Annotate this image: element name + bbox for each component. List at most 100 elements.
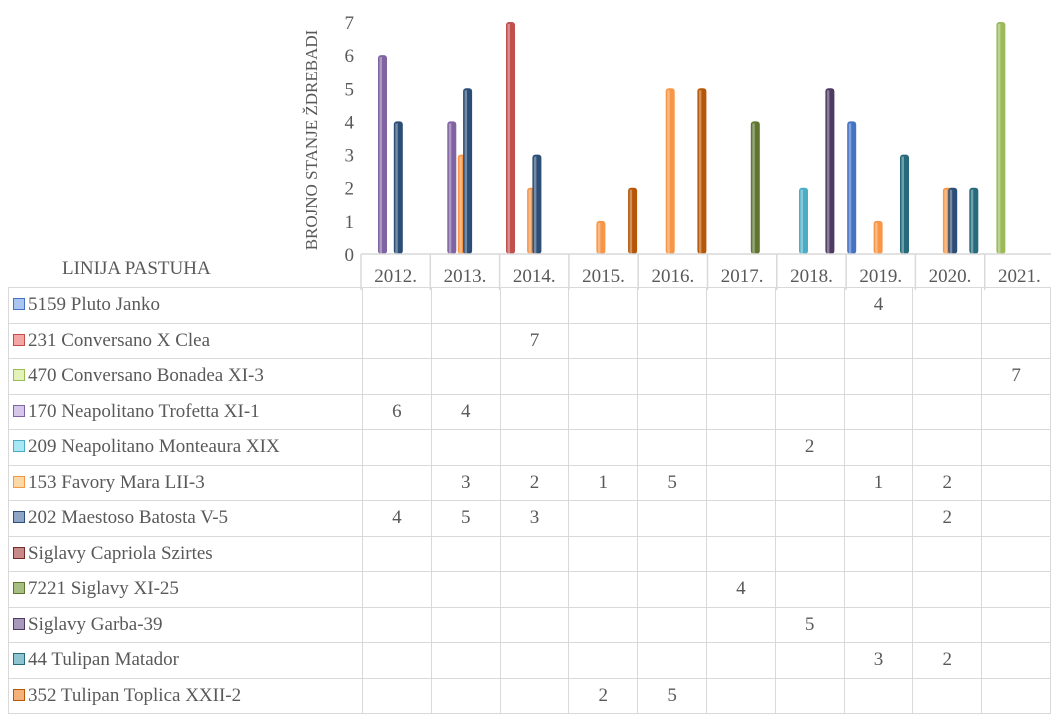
series-name: Siglavy Garba-39 xyxy=(28,613,163,635)
table-cell xyxy=(843,322,914,359)
table-cell xyxy=(568,606,639,643)
table-cell xyxy=(637,322,707,359)
table-cell xyxy=(774,287,845,324)
table-row: 153 Favory Mara LII-3 3 2 1 5 1 2 xyxy=(8,464,1051,501)
table-cell: 4 xyxy=(705,571,776,608)
series-name: 470 Conversano Bonadea XI-3 xyxy=(28,365,264,387)
table-cell xyxy=(637,535,707,572)
table-cell xyxy=(705,429,776,466)
table-cell xyxy=(499,535,570,572)
table-cell xyxy=(499,677,570,714)
series-label: Siglavy Garba-39 xyxy=(8,606,363,643)
bar-highlight xyxy=(395,123,398,255)
table-cell xyxy=(637,500,707,537)
table-cell xyxy=(843,429,914,466)
table-cell xyxy=(362,606,432,643)
table-cell xyxy=(912,677,983,714)
legend-key xyxy=(13,440,25,453)
series-label: 153 Favory Mara LII-3 xyxy=(8,464,363,501)
series-name: 202 Maestoso Batosta V-5 xyxy=(28,507,229,529)
bar xyxy=(463,88,473,254)
series-label: 5159 Pluto Janko xyxy=(8,287,363,324)
series-name: 352 Tulipan Toplica XXII-2 xyxy=(28,684,242,706)
table-cell xyxy=(499,606,570,643)
bar xyxy=(447,121,457,255)
table-cell xyxy=(981,677,1051,714)
bar-highlight xyxy=(528,189,532,254)
table-cell xyxy=(362,287,432,324)
table-cell xyxy=(568,287,639,324)
table-cell xyxy=(912,358,983,395)
series-label: 7221 Siglavy XI-25 xyxy=(8,571,363,608)
y-axis-label: BROJNO STANJE ŽDREBADI xyxy=(302,29,321,250)
table-cell xyxy=(774,500,845,537)
table-cell xyxy=(430,535,501,572)
table-cell xyxy=(774,322,845,359)
table-cell: 3 xyxy=(499,500,570,537)
y-tick-label: 0 xyxy=(345,245,355,266)
x-tick-label: 2019. xyxy=(859,266,902,287)
table-cell xyxy=(362,571,432,608)
table-cell xyxy=(430,358,501,395)
table-cell: 2 xyxy=(774,429,845,466)
legend-key xyxy=(13,582,25,595)
table-cell xyxy=(981,642,1051,679)
table-row: 231 Conversano X Clea 7 xyxy=(8,322,1051,359)
y-tick-label: 6 xyxy=(345,46,355,67)
y-tick-label: 1 xyxy=(345,212,355,233)
table-cell xyxy=(430,677,501,714)
bar-highlight xyxy=(826,90,830,254)
bar-highlight xyxy=(944,189,947,254)
table-cell xyxy=(912,287,983,324)
table-cell xyxy=(843,677,914,714)
table-cell xyxy=(705,535,776,572)
bar xyxy=(532,154,542,254)
bar-highlight xyxy=(448,123,452,255)
x-tick-label: 2020. xyxy=(929,266,972,287)
data-table: 5159 Pluto Janko 4 231 Conversano X Clea 7 4… xyxy=(8,287,1051,714)
table-cell xyxy=(430,322,501,359)
table-cell xyxy=(774,464,845,501)
series-label: 44 Tulipan Matador xyxy=(8,642,363,679)
table-cell xyxy=(981,500,1051,537)
table-cell xyxy=(430,606,501,643)
table-cell xyxy=(843,571,914,608)
table-cell xyxy=(568,642,639,679)
table-cell: 2 xyxy=(912,642,983,679)
table-cell xyxy=(499,358,570,395)
bar xyxy=(799,187,808,254)
table-cell xyxy=(430,571,501,608)
x-tick-label: 2012. xyxy=(374,266,417,287)
table-cell: 7 xyxy=(499,322,570,359)
table-cell xyxy=(705,287,776,324)
bar xyxy=(596,220,606,254)
table-cell xyxy=(430,429,501,466)
bar-chart: 0 1 2 3 4 5 6 7 BROJNO STANJE ŽDREBADI 2012. 201… xyxy=(302,13,1051,290)
table-cell xyxy=(705,606,776,643)
table-cell: 3 xyxy=(430,464,501,501)
table-cell xyxy=(499,429,570,466)
table-cell xyxy=(568,322,639,359)
table-cell xyxy=(362,358,432,395)
legend-key xyxy=(13,688,25,701)
table-cell xyxy=(430,287,501,324)
table-cell xyxy=(568,500,639,537)
table-cell: 7 xyxy=(981,358,1051,395)
bar xyxy=(393,121,403,255)
table-cell xyxy=(568,535,639,572)
table-cell xyxy=(981,287,1051,324)
table-cell xyxy=(705,500,776,537)
table-cell xyxy=(912,393,983,430)
table-cell xyxy=(981,571,1051,608)
legend-key xyxy=(13,546,25,559)
legend-key xyxy=(13,333,25,346)
table-cell: 3 xyxy=(843,642,914,679)
table-cell: 2 xyxy=(912,500,983,537)
table-cell: 5 xyxy=(430,500,501,537)
legend-key xyxy=(13,511,25,524)
table-cell xyxy=(843,535,914,572)
legend-key xyxy=(13,475,25,488)
table-cell xyxy=(637,429,707,466)
series-name: 170 Neapolitano Trofetta XI-1 xyxy=(28,400,260,422)
series-label: 470 Conversano Bonadea XI-3 xyxy=(8,358,363,395)
